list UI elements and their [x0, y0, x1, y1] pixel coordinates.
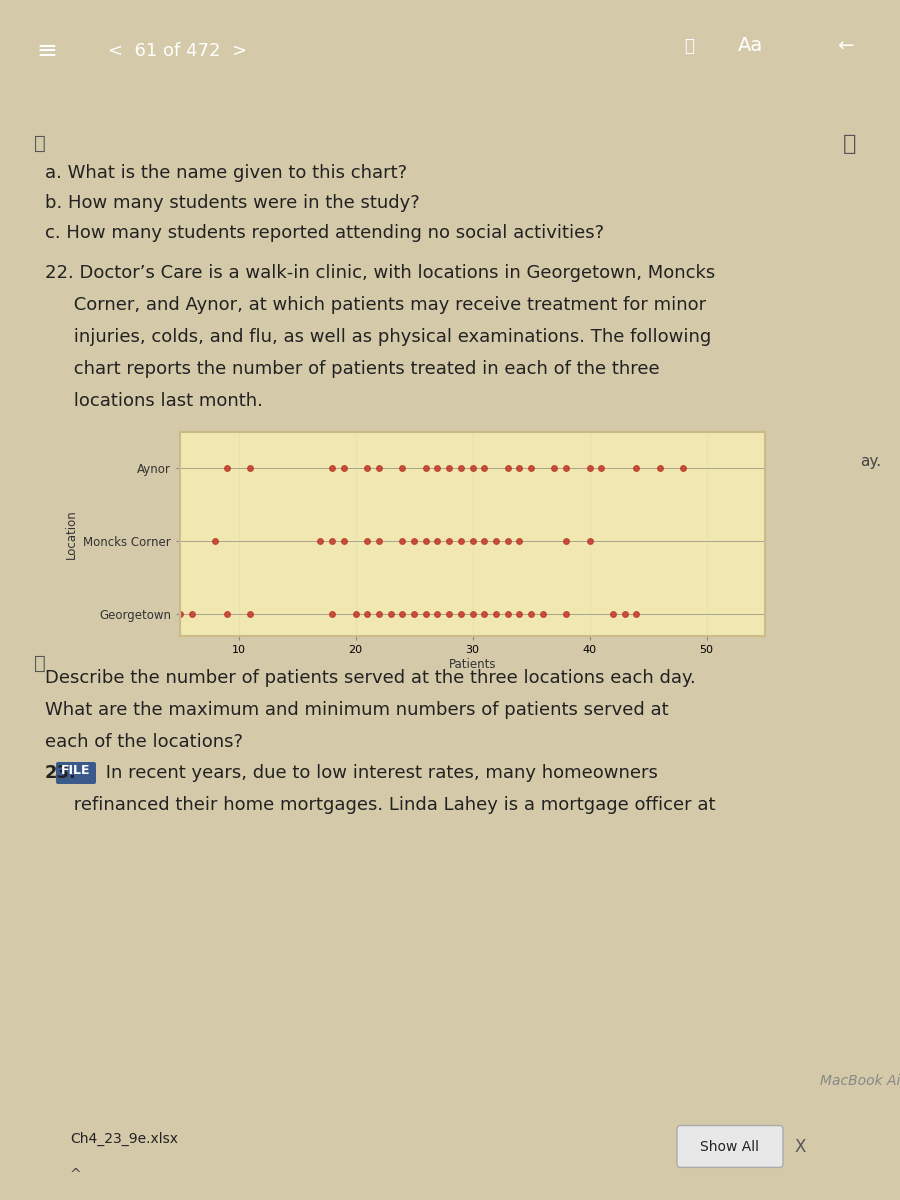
Text: What are the maximum and minimum numbers of patients served at: What are the maximum and minimum numbers…: [45, 701, 669, 719]
Text: X: X: [795, 1138, 806, 1156]
Text: refinanced their home mortgages. Linda Lahey is a mortgage officer at: refinanced their home mortgages. Linda L…: [45, 796, 716, 814]
Text: chart reports the number of patients treated in each of the three: chart reports the number of patients tre…: [45, 360, 660, 378]
X-axis label: Patients: Patients: [449, 658, 496, 671]
Text: MacBook Air: MacBook Air: [820, 1074, 900, 1088]
Text: ^: ^: [70, 1168, 82, 1182]
Text: Aa: Aa: [738, 36, 763, 55]
Text: ay.: ay.: [860, 454, 881, 469]
Text: 📖: 📖: [34, 654, 46, 673]
Text: 22. Doctor’s Care is a walk-in clinic, with locations in Georgetown, Moncks: 22. Doctor’s Care is a walk-in clinic, w…: [45, 264, 716, 282]
Text: 23.: 23.: [45, 764, 76, 782]
Text: locations last month.: locations last month.: [45, 392, 263, 410]
Text: In recent years, due to low interest rates, many homeowners: In recent years, due to low interest rat…: [100, 764, 658, 782]
Text: ≡: ≡: [36, 38, 57, 62]
Text: 🔊: 🔊: [843, 134, 857, 154]
Text: 📖: 📖: [34, 134, 46, 152]
Text: each of the locations?: each of the locations?: [45, 733, 243, 751]
Text: ←: ←: [837, 36, 853, 55]
Text: Corner, and Aynor, at which patients may receive treatment for minor: Corner, and Aynor, at which patients may…: [45, 296, 706, 314]
Text: c. How many students reported attending no social activities?: c. How many students reported attending …: [45, 224, 604, 242]
Text: <  61 of 472  >: < 61 of 472 >: [108, 42, 247, 60]
Text: b. How many students were in the study?: b. How many students were in the study?: [45, 194, 419, 212]
Text: Ch4_23_9e.xlsx: Ch4_23_9e.xlsx: [70, 1132, 178, 1146]
Text: injuries, colds, and flu, as well as physical examinations. The following: injuries, colds, and flu, as well as phy…: [45, 328, 711, 346]
Text: FILE: FILE: [61, 764, 91, 778]
Text: Describe the number of patients served at the three locations each day.: Describe the number of patients served a…: [45, 670, 696, 686]
FancyBboxPatch shape: [677, 1126, 783, 1168]
Y-axis label: Location: Location: [65, 509, 77, 559]
Text: a. What is the name given to this chart?: a. What is the name given to this chart?: [45, 164, 407, 182]
Text: Show All: Show All: [700, 1140, 760, 1154]
Text: 🔍: 🔍: [684, 37, 694, 55]
FancyBboxPatch shape: [56, 762, 96, 784]
